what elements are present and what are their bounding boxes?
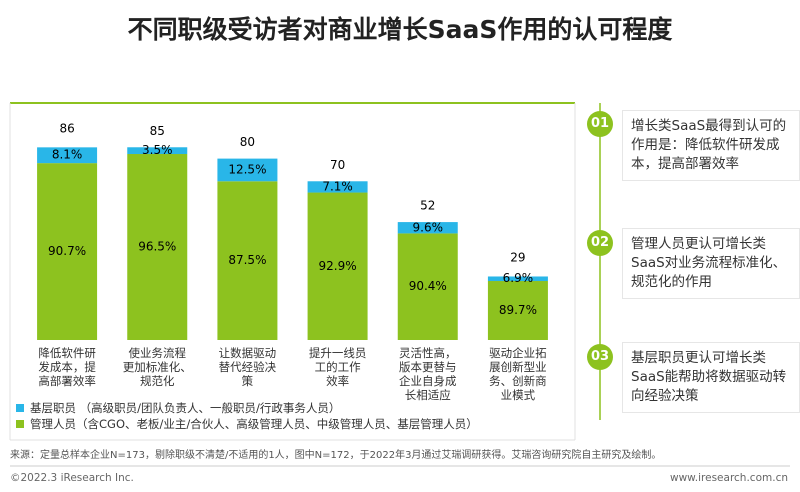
bar-segment	[307, 181, 368, 193]
bar-segment	[487, 281, 548, 340]
legend-item: 基层职员 （高级职员/团队负责人、一般职员/行政事务人员）	[16, 400, 478, 416]
bar-segment	[127, 147, 188, 155]
value-label: 3.5%	[142, 143, 173, 157]
note-text: 增长类SaaS最得到认可的作用是：降低软件研发成本，提高部署效率	[622, 110, 800, 181]
bar-segment	[217, 181, 278, 340]
value-label: 89.7%	[499, 303, 537, 317]
total-label: 29	[510, 251, 525, 265]
bar-segment	[397, 233, 458, 340]
note-text: 基层职员更认可增长类SaaS能帮助将数据驱动转向经验决策	[622, 342, 800, 413]
total-label: 85	[150, 124, 165, 138]
legend-swatch	[16, 420, 24, 428]
footer-left: ©2022.3 iResearch Inc.	[10, 472, 134, 484]
total-label: 86	[59, 122, 74, 136]
value-label: 12.5%	[228, 162, 266, 176]
total-label: 52	[420, 199, 435, 213]
bar-segment	[397, 222, 458, 234]
value-label: 92.9%	[319, 259, 357, 273]
title: 不同职级受访者对商业增长SaaS作用的认可程度	[127, 15, 673, 44]
x-tick-label: 降低软件研 发成本，提 高部署效率	[38, 346, 96, 388]
value-label: 96.5%	[138, 240, 176, 254]
bar-segment	[307, 192, 368, 340]
legend-label: 基层职员 （高级职员/团队负责人、一般职员/行政事务人员）	[30, 401, 341, 415]
value-label: 9.6%	[413, 220, 444, 234]
value-label: 87.5%	[228, 253, 266, 267]
total-label: 70	[330, 158, 345, 172]
note-number: 01	[587, 111, 613, 137]
bar-segment	[217, 158, 278, 182]
value-label: 8.1%	[52, 148, 83, 162]
x-tick-label: 提升一线员 工的工作 效率	[308, 346, 367, 388]
bar-segment	[487, 276, 548, 282]
note-text: 管理人员更认可增长类SaaS对业务流程标准化、规范化的作用	[622, 228, 800, 299]
bar-segment	[37, 163, 98, 340]
value-label: 7.1%	[322, 179, 353, 193]
legend-label: 管理人员（含CGO、老板/业主/合伙人、高级管理人员、中级管理人员、基层管理人员…	[30, 417, 478, 431]
footer-right: www.iresearch.com.cn	[669, 472, 788, 484]
total-label: 80	[240, 135, 255, 149]
x-tick-label: 驱动企业拓 展创新型业 务、创新商 业模式	[489, 346, 547, 402]
source: 来源：定量总样本企业N=173，剔除职级不清楚/不适用的1人，图中N=172，于…	[10, 450, 662, 461]
legend-swatch	[16, 404, 24, 412]
bar-segment	[37, 147, 98, 164]
note-number: 02	[587, 230, 613, 256]
bar-segment	[127, 154, 188, 340]
x-tick-label: 灵活性高， 版本更替与 企业自身成 长相适应	[399, 346, 457, 402]
value-label: 6.9%	[503, 271, 534, 285]
note-number: 03	[587, 344, 613, 370]
legend-item: 管理人员（含CGO、老板/业主/合伙人、高级管理人员、中级管理人员、基层管理人员…	[16, 416, 478, 432]
value-label: 90.7%	[48, 244, 86, 258]
value-label: 90.4%	[409, 279, 447, 293]
x-tick-label: 让数据驱动 替代经验决 策	[218, 346, 277, 388]
legend: 基层职员 （高级职员/团队负责人、一般职员/行政事务人员） 管理人员（含CGO、老…	[16, 400, 478, 432]
x-tick-label: 使业务流程 更加标准化、 规范化	[122, 346, 192, 388]
